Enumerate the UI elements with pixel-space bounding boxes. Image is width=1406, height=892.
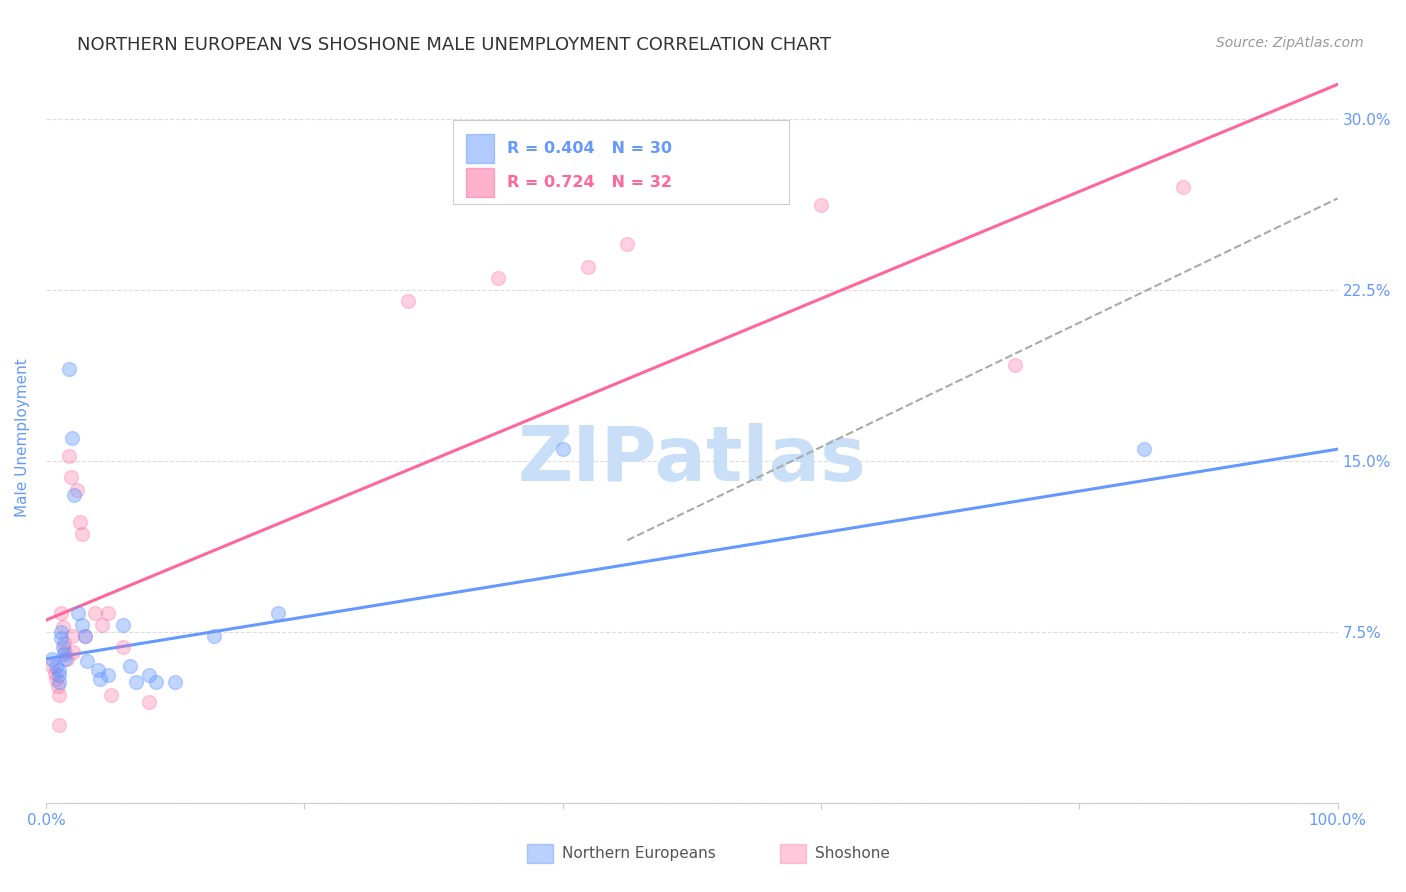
Point (60, 431, 83, 445)
Point (100, 689, 122, 703)
Bar (780, 844, 806, 863)
Point (396, 293, 419, 308)
Point (89, 673, 111, 687)
Point (53, 652, 76, 666)
Point (41, 658, 63, 673)
Point (51, 624, 73, 639)
Bar (465, 134, 494, 162)
Point (73, 629, 96, 643)
Point (58, 362, 80, 376)
Point (112, 617, 135, 632)
Text: R = 0.404   N = 30: R = 0.404 N = 30 (508, 141, 672, 155)
Point (578, 260, 600, 274)
Point (52, 620, 75, 634)
Point (62, 645, 84, 659)
Point (125, 674, 148, 689)
Point (145, 674, 167, 689)
Text: R = 0.724   N = 32: R = 0.724 N = 32 (508, 175, 672, 190)
Point (48, 668, 70, 682)
Point (73, 629, 96, 643)
Point (58, 449, 80, 463)
Point (165, 674, 187, 689)
Bar (465, 168, 494, 197)
Point (44, 665, 66, 680)
Point (86, 663, 108, 677)
Point (55, 652, 77, 666)
Point (59, 469, 82, 483)
Point (616, 237, 638, 252)
Point (1133, 442, 1156, 457)
Point (48, 689, 70, 703)
Point (53, 636, 76, 650)
Point (70, 526, 93, 541)
Point (69, 515, 91, 529)
Point (486, 271, 509, 285)
Point (70, 617, 93, 632)
Text: ZIPatlas: ZIPatlas (517, 423, 866, 497)
Point (63, 488, 86, 502)
Point (118, 658, 141, 673)
Point (76, 654, 98, 668)
Point (202, 629, 225, 643)
Point (97, 668, 120, 682)
FancyBboxPatch shape (453, 120, 789, 204)
Text: Shoshone: Shoshone (815, 847, 890, 861)
Point (90, 617, 112, 632)
Point (97, 607, 120, 621)
Point (41, 652, 63, 666)
Point (810, 198, 832, 212)
Point (66, 483, 89, 498)
Bar (527, 844, 553, 863)
Point (48, 674, 70, 689)
Point (53, 648, 76, 662)
Point (138, 695, 160, 709)
Point (46, 679, 69, 693)
Point (1004, 358, 1026, 372)
Text: Source: ZipAtlas.com: Source: ZipAtlas.com (1216, 36, 1364, 50)
Point (1171, 180, 1194, 194)
Point (84, 607, 107, 621)
Point (48, 663, 70, 677)
Point (60, 629, 83, 643)
Point (112, 640, 135, 655)
Point (53, 645, 76, 659)
Point (67, 607, 90, 621)
Point (51, 632, 73, 646)
Text: Northern Europeans: Northern Europeans (562, 847, 716, 861)
Point (267, 607, 290, 621)
Point (51, 607, 73, 621)
Point (52, 640, 75, 655)
Point (45, 658, 67, 673)
Point (138, 668, 160, 682)
Text: NORTHERN EUROPEAN VS SHOSHONE MALE UNEMPLOYMENT CORRELATION CHART: NORTHERN EUROPEAN VS SHOSHONE MALE UNEMP… (77, 36, 831, 54)
Point (551, 442, 574, 457)
Point (48, 718, 70, 732)
Point (45, 673, 67, 687)
Y-axis label: Male Unemployment: Male Unemployment (15, 359, 30, 517)
